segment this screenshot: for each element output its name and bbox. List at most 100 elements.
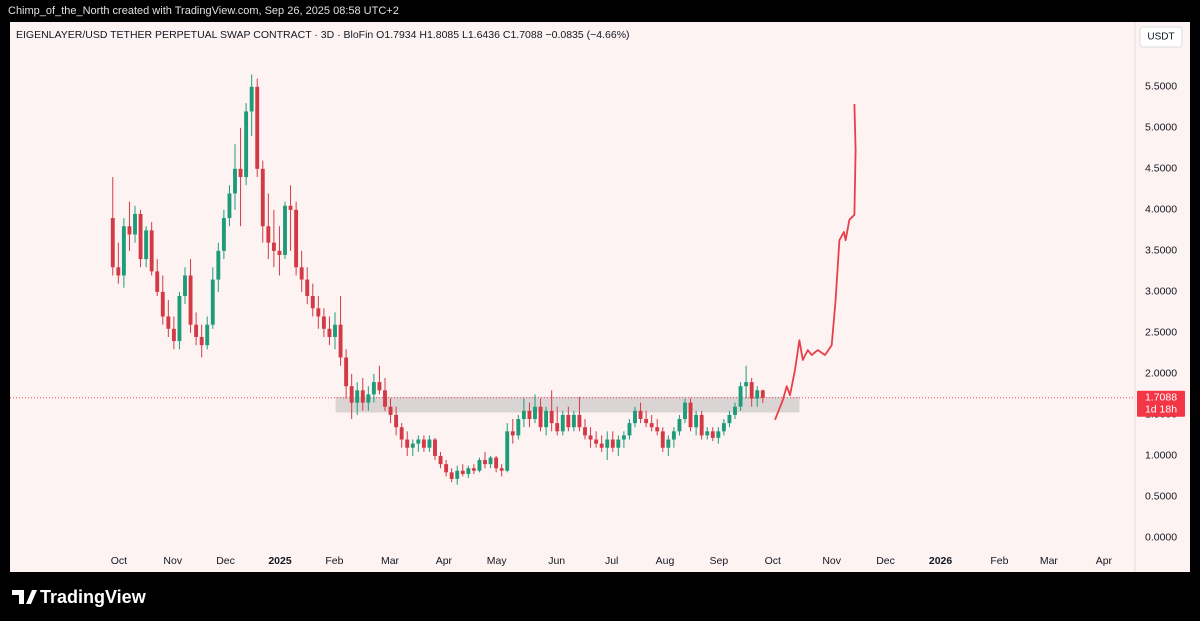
candle-body xyxy=(471,468,476,471)
candle-body xyxy=(666,439,671,448)
candle-body xyxy=(266,226,271,243)
candle-body xyxy=(705,431,710,436)
chart-area xyxy=(10,22,1190,572)
y-tick-label: 0.0000 xyxy=(1145,532,1177,544)
candle-body xyxy=(488,457,493,465)
candle-body xyxy=(533,406,537,420)
candle-body xyxy=(349,386,354,403)
candle-body xyxy=(244,111,249,178)
candle-body xyxy=(710,431,715,438)
candle-body xyxy=(233,168,237,194)
candle-body xyxy=(183,275,187,296)
candle-body xyxy=(449,472,454,479)
candle-body xyxy=(499,468,504,471)
candle-body xyxy=(116,267,121,276)
candle-body xyxy=(649,423,654,428)
candle-body xyxy=(305,279,310,296)
x-tick-label: May xyxy=(487,555,508,567)
candle-body xyxy=(577,414,582,428)
candle-body xyxy=(166,316,171,329)
y-tick-label: 3.5000 xyxy=(1145,245,1177,257)
candle-body xyxy=(460,470,465,474)
candle-body xyxy=(221,218,226,251)
x-tick-label: Aug xyxy=(656,555,675,567)
y-tick-label: 4.0000 xyxy=(1145,204,1177,216)
candle-body xyxy=(299,267,304,280)
candle-body xyxy=(644,419,649,424)
candle-body xyxy=(744,382,749,387)
chart-title: EIGENLAYER/USD TETHER PERPETUAL SWAP CON… xyxy=(16,29,630,41)
candle-body xyxy=(599,443,604,448)
y-tick-label: 4.5000 xyxy=(1145,163,1177,175)
candle-body xyxy=(199,336,204,346)
candle-body xyxy=(688,402,693,428)
candle-body xyxy=(683,402,687,420)
candle-body xyxy=(327,328,332,337)
candle-body xyxy=(427,439,432,448)
y-tick-label: 1.0000 xyxy=(1145,450,1177,462)
candle-body xyxy=(388,406,393,415)
candle-body xyxy=(477,460,482,471)
x-tick-label: Mar xyxy=(1040,555,1059,567)
x-tick-label: Sep xyxy=(710,555,729,567)
x-tick-label: Dec xyxy=(876,555,895,567)
y-tick-label: 5.5000 xyxy=(1145,81,1177,93)
candle-body xyxy=(416,439,421,444)
candle-body xyxy=(521,410,526,420)
candle-body xyxy=(227,193,232,219)
x-tick-label: Jul xyxy=(605,555,618,567)
candle-body xyxy=(505,431,510,471)
candle-body xyxy=(127,226,132,235)
candle-body xyxy=(249,86,254,112)
projection-line xyxy=(774,103,857,421)
currency[interactable]: USDT xyxy=(1147,32,1174,43)
candle-body xyxy=(560,414,565,432)
candle-body xyxy=(749,382,754,399)
y-tick-label: 0.5000 xyxy=(1145,491,1177,503)
candle-body xyxy=(133,213,137,235)
candle-body xyxy=(394,414,399,428)
x-tick-label: Feb xyxy=(325,555,343,567)
candle-body xyxy=(371,382,376,395)
x-tick-label: 2025 xyxy=(268,555,292,567)
candle-body xyxy=(655,427,660,432)
candle-body xyxy=(621,435,626,440)
candle-body xyxy=(633,410,637,424)
candle-body xyxy=(149,230,154,272)
candle-body xyxy=(399,427,404,440)
x-tick-label: Nov xyxy=(163,555,182,567)
candle-body xyxy=(549,410,554,424)
candle-body xyxy=(160,291,165,317)
currency-box[interactable] xyxy=(1139,26,1183,48)
x-tick-label: Oct xyxy=(765,555,781,567)
candle-body xyxy=(377,382,382,391)
candle-body xyxy=(544,410,549,428)
candle-body xyxy=(321,316,326,329)
candle-body xyxy=(216,250,221,280)
y-tick-label: 2.5000 xyxy=(1145,327,1177,339)
candle-body xyxy=(466,468,471,474)
candle-body xyxy=(260,168,265,227)
candle-body xyxy=(188,275,193,325)
candle-body xyxy=(138,213,143,260)
candle-body xyxy=(660,431,665,448)
last-price-box xyxy=(1137,390,1185,417)
candle-body xyxy=(171,328,176,342)
candle-body xyxy=(510,431,515,436)
candle-body xyxy=(205,324,210,346)
candle-body xyxy=(721,423,726,432)
x-tick-label: Oct xyxy=(111,555,127,567)
candle-body xyxy=(727,414,732,424)
candle-body xyxy=(144,230,149,260)
candle-body xyxy=(238,168,243,178)
candle-body xyxy=(738,386,743,407)
x-tick-label: Apr xyxy=(1096,555,1113,567)
footer-logo: TradingView xyxy=(40,587,147,607)
candle-body xyxy=(588,435,593,440)
candle-body xyxy=(194,324,199,337)
candle-body xyxy=(438,455,443,465)
candle-body xyxy=(699,414,704,436)
candle-body xyxy=(594,439,599,444)
candle-body xyxy=(516,419,521,436)
x-tick-label: Apr xyxy=(436,555,453,567)
